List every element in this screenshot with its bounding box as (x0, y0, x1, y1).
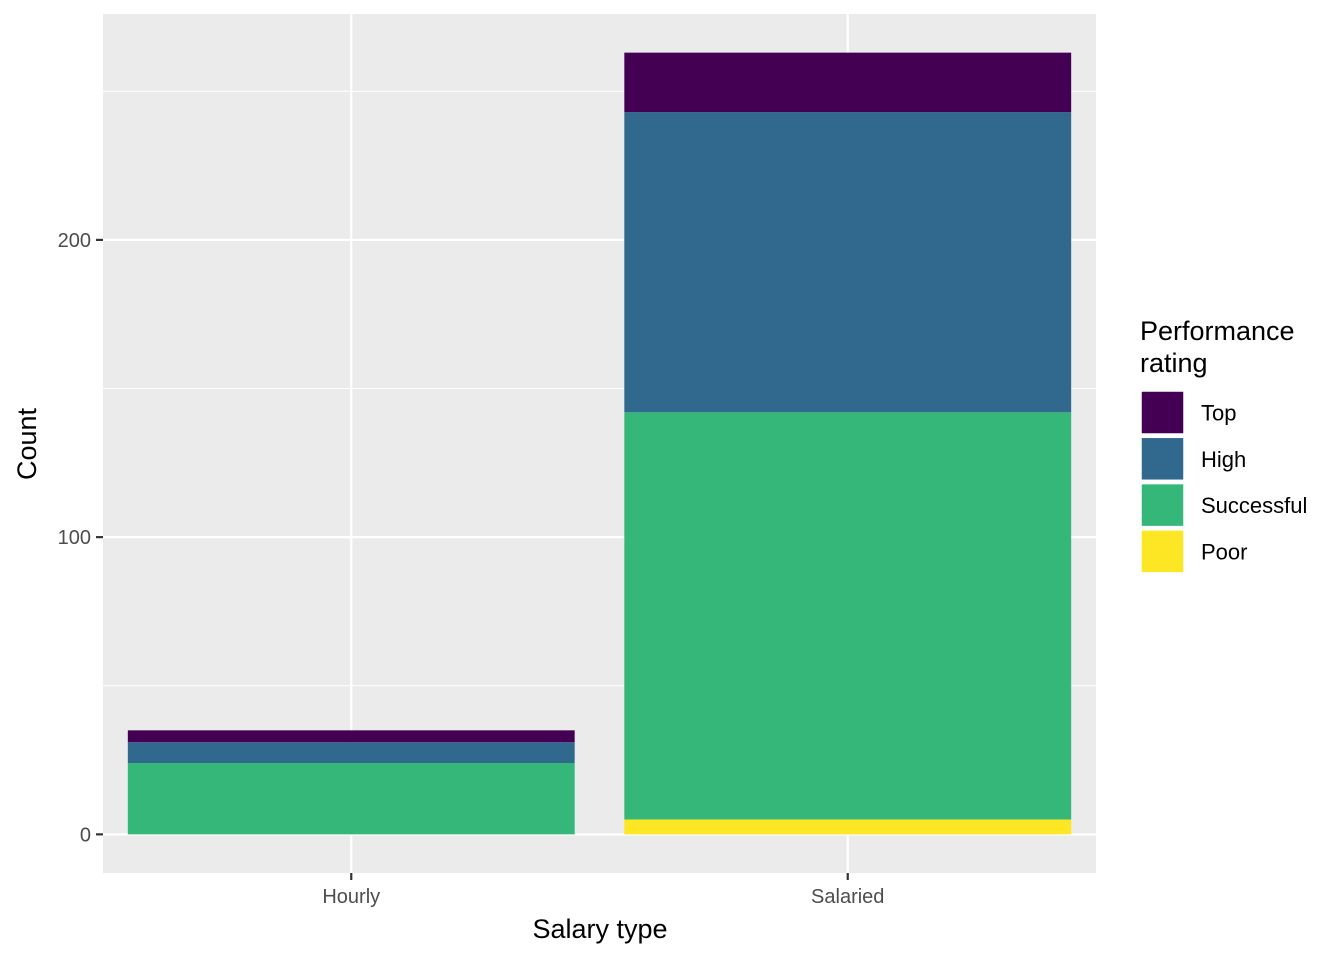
legend-label-high: High (1201, 447, 1246, 472)
legend: Performance rating Top High Successful Poor (1140, 316, 1307, 574)
legend-label-poor: Poor (1201, 539, 1247, 564)
bar-hourly-high (127, 742, 575, 764)
bar-hourly-successful (127, 763, 575, 835)
legend-key-poor (1140, 529, 1185, 574)
legend-items: Top High Successful Poor (1140, 390, 1307, 574)
y-axis: 0 100 200 (58, 230, 103, 846)
y-axis-title: Count (12, 407, 42, 480)
legend-title-line-1: Performance (1140, 316, 1295, 346)
legend-label-top: Top (1201, 401, 1236, 426)
x-axis-title: Salary type (532, 914, 667, 944)
x-axis: Hourly Salaried (322, 873, 884, 908)
y-tick-label: 100 (58, 527, 91, 549)
legend-key-high (1140, 436, 1185, 482)
legend-label-successful: Successful (1201, 493, 1307, 518)
bar-salaried-successful (624, 412, 1072, 820)
legend-title-line-2: rating (1140, 348, 1208, 378)
bar-salaried-poor (624, 819, 1072, 835)
bar-salaried-high (624, 112, 1072, 413)
bar-hourly-top (127, 730, 575, 743)
y-tick-label: 200 (58, 230, 91, 252)
x-tick-label: Hourly (322, 886, 380, 908)
y-tick-label: 0 (80, 824, 91, 846)
legend-key-top (1140, 390, 1185, 435)
bar-salaried-top (624, 52, 1072, 113)
legend-key-successful (1140, 482, 1185, 528)
bars-group (127, 52, 1072, 835)
x-tick-label: Salaried (811, 886, 884, 908)
